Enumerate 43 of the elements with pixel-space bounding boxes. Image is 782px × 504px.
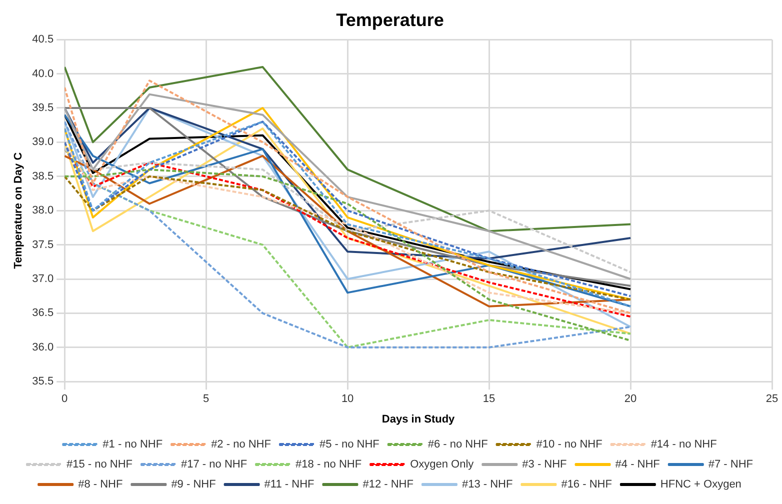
legend-label: Oxygen Only: [410, 458, 474, 471]
y-tick-label: 40.0: [32, 68, 54, 80]
legend-label: #10 - no NHF: [536, 438, 603, 451]
chart-title: Temperature: [336, 10, 444, 30]
y-tick-label: 39.5: [32, 102, 54, 114]
legend-label: #3 - NHF: [522, 458, 568, 471]
line-series: [64, 148, 632, 274]
y-tick-label: 36.0: [32, 341, 54, 354]
legend-label: #7 - NHF: [708, 458, 754, 471]
y-tick-label: 40.5: [32, 34, 54, 46]
legend-label: #15 - no NHF: [66, 458, 133, 471]
y-tick-label: 37.5: [32, 238, 54, 251]
legend-label: #16 - NHF: [561, 478, 612, 491]
legend-label: #11 - NHF: [264, 478, 315, 491]
legend-label: #2 - no NHF: [211, 438, 272, 451]
x-tick-label: 20: [624, 393, 637, 406]
y-tick-label: 38.5: [32, 170, 54, 182]
legend-label: #12 - NHF: [362, 478, 414, 491]
legend-label: HFNC + Oxygen: [660, 478, 742, 491]
x-tick-label: 10: [341, 393, 354, 406]
x-tick-label: 25: [766, 393, 778, 406]
line-series: [64, 80, 632, 314]
y-tick-label: 37.0: [32, 273, 54, 286]
legend-label: #9 - NHF: [171, 478, 216, 491]
x-axis-title: Days in Study: [382, 413, 456, 426]
y-tick-label: 35.5: [32, 376, 54, 388]
x-tick-label: 0: [62, 393, 68, 406]
legend-label: #5 - no NHF: [319, 438, 380, 451]
y-tick-label: 38.0: [32, 204, 54, 217]
legend-label: #14 - no NHF: [650, 438, 718, 451]
y-axis-title: Temperature on Day C: [12, 152, 25, 269]
y-tick-label: 36.5: [32, 307, 54, 320]
y-tick-label: 39.0: [32, 136, 54, 148]
x-tick-label: 15: [482, 393, 496, 406]
legend-label: #18 - no NHF: [296, 458, 362, 471]
legend-label: #17 - no NHF: [181, 458, 248, 471]
line-series: [64, 175, 632, 301]
legend-label: #6 - no NHF: [428, 438, 488, 451]
legend-label: #1 - no NHF: [102, 438, 163, 451]
legend-label: #8 - NHF: [78, 478, 123, 491]
legend-label: #4 - NHF: [615, 458, 660, 471]
x-tick-label: 5: [203, 393, 210, 406]
legend-label: #13 - NHF: [462, 478, 513, 491]
